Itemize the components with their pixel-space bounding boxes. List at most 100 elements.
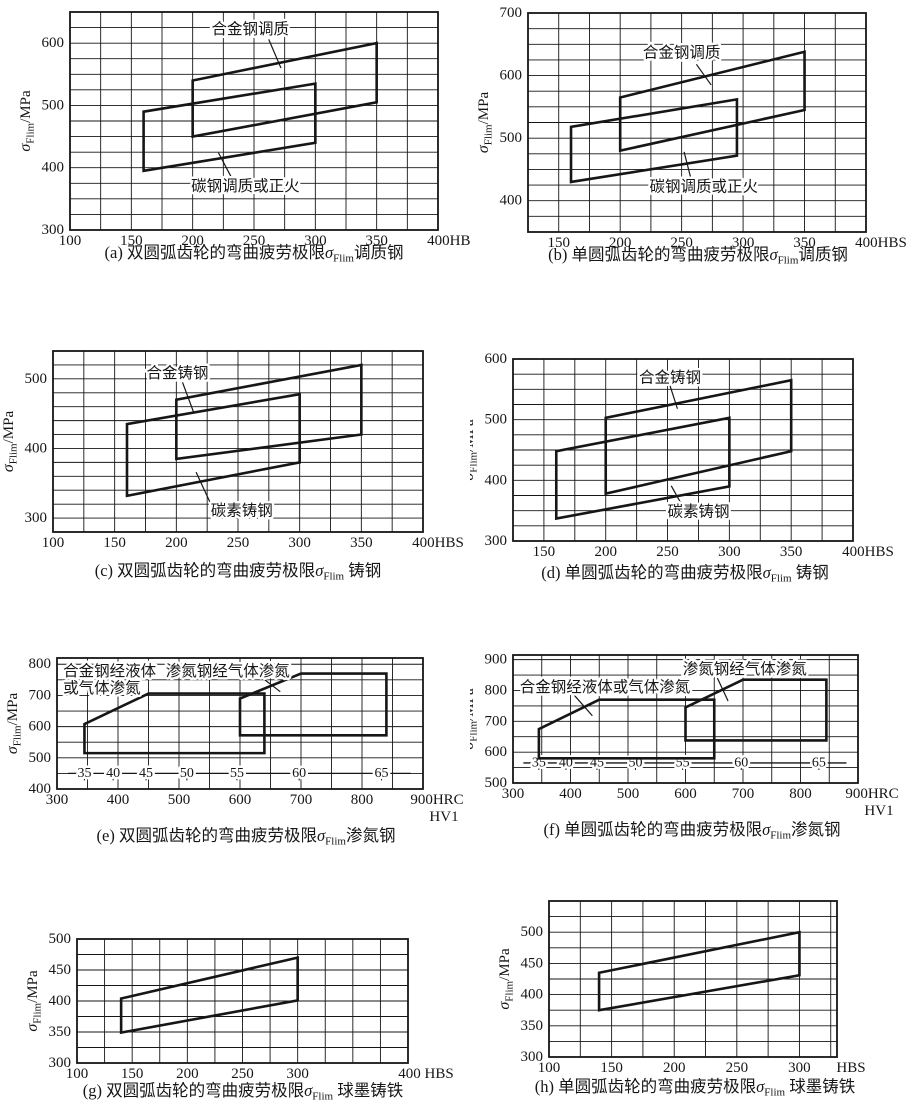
y-tick-a-400: 400 [42,160,65,176]
x-tick-h-150: 150 [600,1060,623,1076]
y-tick-a-500: 500 [42,97,65,113]
y-axis-title-e: σFlim/MPa [4,693,24,755]
x-tick-h-200: 200 [663,1060,686,1076]
region-label-b-1: 碳钢调质或正火 [650,177,759,195]
x-tick-g-400: 400 HBS [398,1066,453,1082]
chart-e: 400 500 600 700 800 300 400 500 600 700 800 900HRC H… [0,645,470,860]
x-tick-d-300: 300 [718,544,741,560]
hrc-mark-e-40: 40 [106,766,120,781]
x-tick-e-800: 800 [351,792,374,808]
plot-frame-c [52,350,424,533]
region-alloy-steel-nitrided [537,698,716,760]
region-alloy-steel-quenched-tempered [618,50,806,153]
leader-line-b-1 [683,151,693,181]
chart-svg-a: 300 400 500 600 100 150 200 250 300 350 400HBS σFli… [17,11,470,265]
leader-line-e-1 [259,675,281,693]
region-alloy-steel-nitrided [83,692,266,755]
y-tick-e-500: 500 [29,750,52,766]
x-tick-e-400: 400 [107,792,130,808]
leader-line-c-0 [181,382,195,413]
x-tick-g-300: 300 [286,1066,309,1082]
plot-frame-f [512,654,859,784]
plot-frame-b [527,12,867,233]
x-tick-c-150: 150 [103,535,126,551]
caption-b: (b) 单圆弧齿轮的弯曲疲劳极限σFlim调质钢 [548,245,848,267]
hrc-mark-e-35: 35 [77,766,91,781]
caption-c: (c) 双圆弧齿轮的弯曲疲劳极限σFlim 铸钢 [95,561,382,583]
x-tick-g-150: 150 [121,1066,144,1082]
y-tick-g-500: 500 [49,931,72,947]
y-axis-title-h: σFlim/MPa [496,948,516,1010]
caption-f: (f) 单圆弧齿轮的弯曲疲劳极限σFlim渗氮钢 [543,820,840,842]
plot-frame-e [56,657,424,790]
region-label-f-0: 合金钢经液体或气体渗氮 [520,678,691,696]
x-tick-b-400: 400HBS [855,235,907,251]
y-tick-d-500: 500 [485,412,508,428]
y-tick-f-800: 800 [485,682,508,698]
y-tick-h-400: 400 [521,987,544,1003]
x-tick-d-400: 400HBS [842,544,894,560]
region-label-b-0: 合金钢调质 [643,44,721,62]
grid-f [513,655,858,783]
x-tick-g-250: 250 [231,1066,254,1082]
x-tick-a-250: 250 [243,233,266,249]
x-tick-h-300: 300 [788,1060,811,1076]
hrc-scale-e: 35 40 45 50 55 60 65 [67,763,411,783]
chart-svg-c: 300 400 500 100 150 200 250 300 350 400HBS σFlim/M… [0,350,464,583]
region-label-a-1: 碳钢调质或正火 [191,177,300,195]
x-tick-f-900: 900HRC [845,786,898,802]
x-tick-c-250: 250 [227,535,250,551]
y-tick-g-300: 300 [49,1055,72,1071]
x-tick-f-400: 400 [559,786,582,802]
x-tick-f-500: 500 [617,786,640,802]
x-tick-e-900: 900HRC [410,792,463,808]
y-tick-h-500: 500 [521,924,544,940]
x-tick-g-200: 200 [176,1066,199,1082]
chart-h: 300 350 400 450 500 100 150 200 250 300 HBS σFlim/M… [470,860,924,1109]
y-tick-g-350: 350 [49,1024,72,1040]
hrc-mark-e-50: 50 [180,766,194,781]
y-tick-d-300: 300 [485,533,508,549]
x-tick-b-350: 350 [793,235,816,251]
leader-line-a-0 [268,39,282,69]
x-tick-c-400: 400HBS [412,535,464,551]
y-axis-title-b: σFlim/MPa [475,92,495,154]
chart-c: 300 400 500 100 150 200 250 300 350 400HBS σFlim/M… [0,330,470,590]
grid-h [549,901,837,1057]
y-tick-f-500: 500 [485,775,508,791]
region-label-d-1: 碳素铸钢 [667,502,729,520]
caption-h: (h) 单圆弧齿轮的弯曲疲劳极限σFlim 球墨铸铁 [535,1077,855,1099]
leader-line-d-1 [670,485,683,507]
leader-line-f-1 [716,677,729,702]
x-tick-b-250: 250 [670,235,693,251]
y-tick-a-600: 600 [42,35,65,51]
y-axis-title-f: σFlim/MPa [470,688,480,750]
chart-svg-h: 300 350 400 450 500 100 150 200 250 300 HBS σFlim/M… [496,900,866,1099]
region-label-a-0: 合金钢调质 [212,20,290,38]
caption-a: (a) 双圆弧齿轮的弯曲疲劳极限σFlim调质钢 [105,243,404,265]
region-label-d-0: 合金铸钢 [639,368,701,386]
caption-e: (e) 双圆弧齿轮的弯曲疲劳极限σFlim渗氮钢 [97,826,396,848]
x-tick-d-200: 200 [594,544,617,560]
caption-g: (g) 双圆弧齿轮的弯曲疲劳极限σFlim 球墨铸铁 [83,1081,403,1103]
y-tick-h-450: 450 [521,955,544,971]
hrc-mark-e-45: 45 [139,766,153,781]
caption-d: (d) 单圆弧齿轮的弯曲疲劳极限σFlim 铸钢 [541,563,828,585]
y-tick-c-300: 300 [25,510,48,526]
x-tick-e-300: 300 [46,792,69,808]
y-tick-f-700: 700 [485,713,508,729]
leader-line-c-1 [195,471,212,505]
y-tick-e-700: 700 [29,687,52,703]
y-tick-d-400: 400 [485,472,508,488]
y-tick-e-800: 800 [29,656,52,672]
x-tick-d-350: 350 [780,544,803,560]
y-axis-title-c: σFlim/MPa [0,411,20,473]
y-tick-b-500: 500 [500,130,523,146]
region-carbon-steel-qt-or-normalized [569,97,739,184]
y-tick-c-500: 500 [25,371,48,387]
hrc-mark-e-60: 60 [292,766,306,781]
x-axis-unit-e: HV1 [429,809,458,825]
plot-frame-h [548,900,838,1058]
y-tick-a-300: 300 [42,222,65,238]
